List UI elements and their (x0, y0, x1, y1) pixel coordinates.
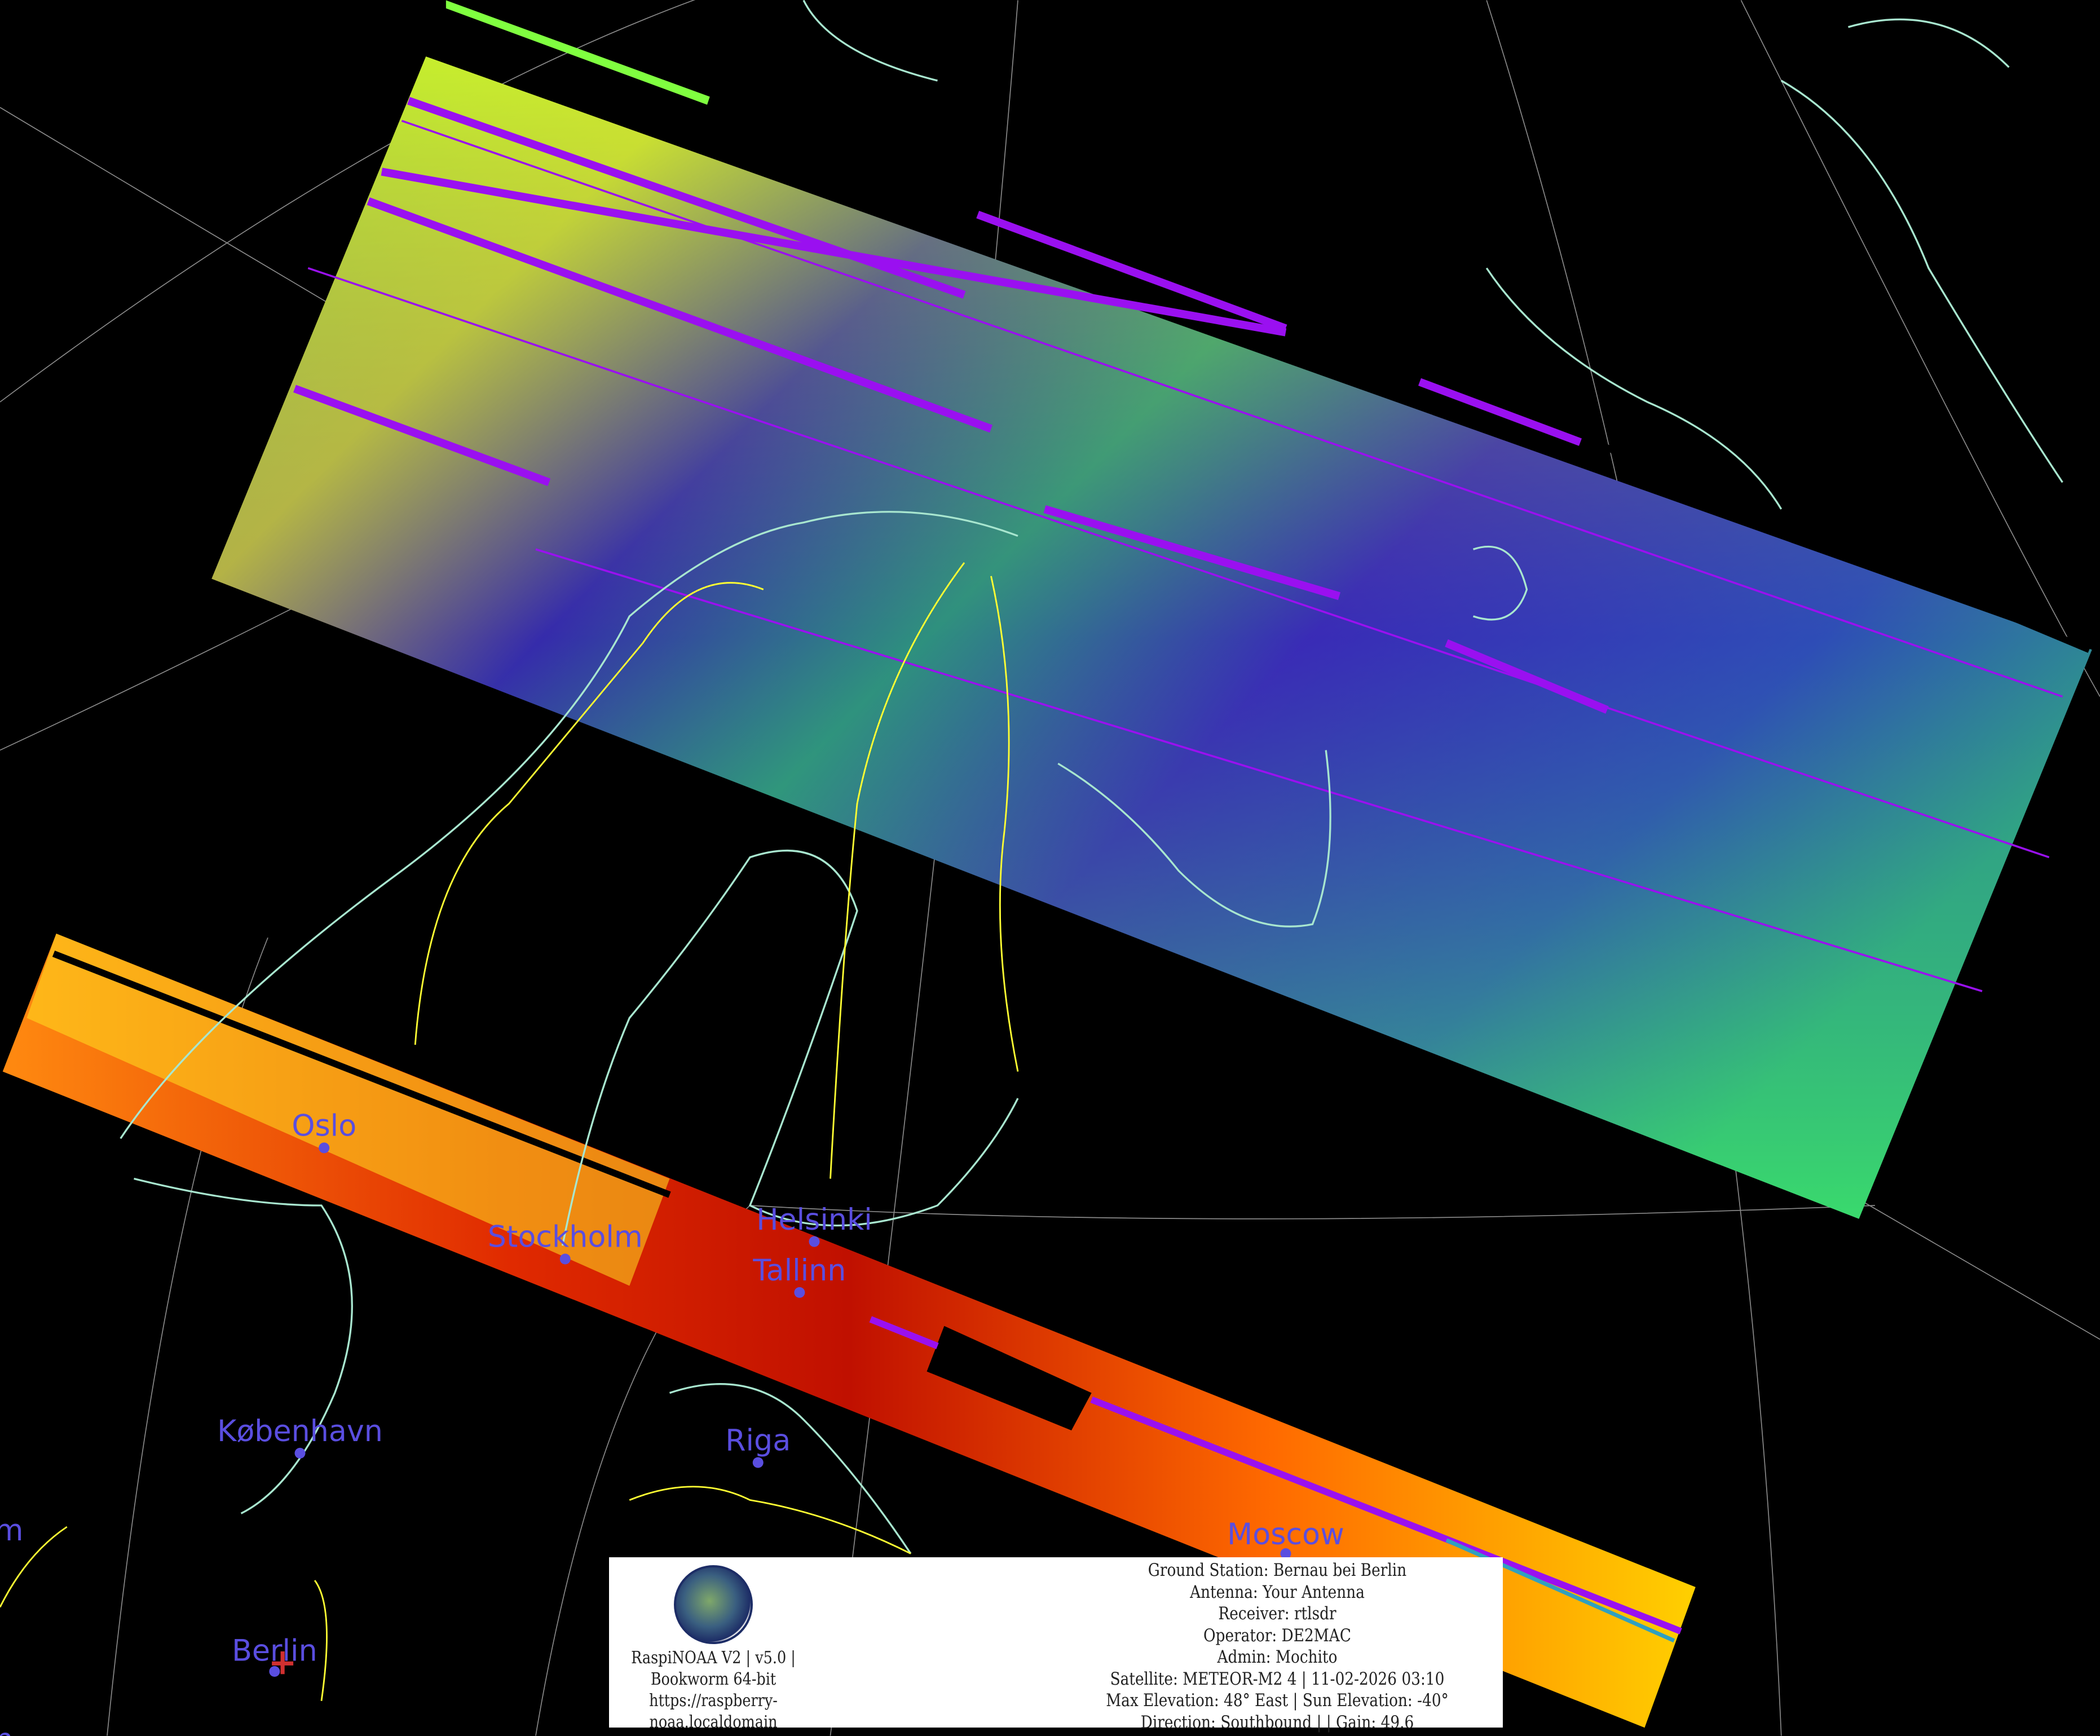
info-line: RaspiNOAA V2 | v5.0 | (631, 1648, 796, 1668)
partial-city-label: m (0, 1514, 23, 1548)
receiver: Receiver: rtlsdr (1218, 1604, 1336, 1624)
software-info: RaspiNOAA V2 | v5.0 | Bookworm 64-bit ht… (609, 1557, 818, 1733)
elevation: Max Elevation: 48° East | Sun Elevation:… (1106, 1690, 1449, 1711)
direction-gain: Direction: Southbound | | Gain: 49.6 (1140, 1712, 1414, 1733)
ground-station-cross-icon (272, 1651, 294, 1675)
station-info: Ground Station: Bernau bei Berlin Antenn… (1052, 1560, 1503, 1733)
city-moscow: Moscow (1227, 1518, 1344, 1559)
city-riga: Riga (725, 1424, 791, 1468)
partial-city-label: n (0, 1722, 14, 1736)
city-label: Stockholm (488, 1221, 643, 1254)
country-borders (0, 562, 1019, 1701)
pass-info-panel: RaspiNOAA V2 | v5.0 | Bookworm 64-bit ht… (609, 1557, 1503, 1733)
info-line: noaa.localdomain (649, 1712, 778, 1732)
ground-station: Ground Station: Bernau bei Berlin (1148, 1560, 1407, 1580)
city-label: Riga (725, 1424, 791, 1458)
city-label: Moscow (1227, 1518, 1344, 1552)
visible-swath (2, 933, 1696, 1728)
city-oslo: Oslo (292, 1110, 356, 1154)
city-stockholm: Stockholm (488, 1221, 643, 1265)
city-label: København (217, 1415, 383, 1448)
operator: Operator: DE2MAC (1203, 1625, 1351, 1646)
antenna: Antenna: Your Antenna (1190, 1582, 1365, 1602)
ir-swath (211, 0, 2092, 1219)
raspinoaa-logo (674, 1565, 753, 1644)
city-kobenhavn: København (217, 1415, 383, 1459)
info-line: Bookworm 64-bit (650, 1669, 777, 1689)
city-label: Oslo (292, 1110, 356, 1143)
city-berlin: Berlin (232, 1635, 317, 1677)
coastlines (120, 0, 2063, 1554)
admin: Admin: Mochito (1217, 1647, 1338, 1667)
city-label: Helsinki (756, 1203, 872, 1237)
city-tallinn: Tallinn (752, 1254, 846, 1298)
city-helsinki: Helsinki (756, 1203, 872, 1247)
info-line: https://raspberry- (649, 1691, 778, 1711)
satellite: Satellite: METEOR-M2 4 | 11-02-2026 03:1… (1110, 1668, 1445, 1689)
city-label: Tallinn (752, 1254, 846, 1288)
